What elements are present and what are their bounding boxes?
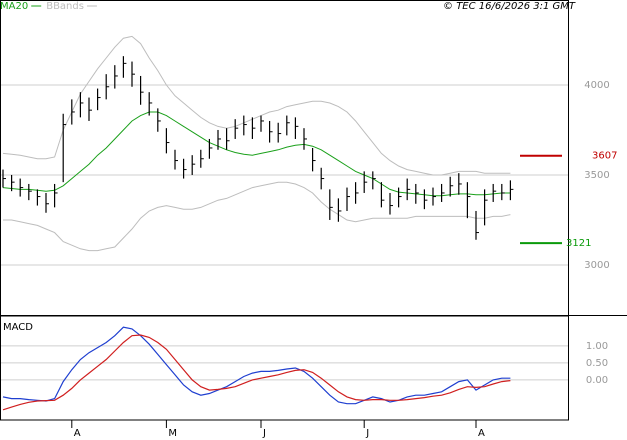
x-tick-label: M [168,428,177,439]
y-tick-label: 4000 [584,80,609,91]
x-tick-label: J [365,428,369,439]
legend-label: BBands [46,1,84,12]
macd-line [2,334,511,411]
source: © TEC 16/6/2026 3:1 GMT [443,1,576,12]
y-tick-label: 3000 [584,260,609,271]
y-tick-label: 0.50 [586,358,608,369]
y-tick-label: 0.00 [586,375,608,386]
level-label: 3607 [592,151,617,162]
x-tick-label: A [74,428,81,439]
x-tick-label: A [478,428,485,439]
macd-panel [0,315,569,421]
x-tick-label: J [262,428,266,439]
macd-title: MACD [3,322,33,333]
bband-lower [3,181,511,252]
macd-line [2,326,511,405]
legend-label: MA20 [0,1,28,12]
bband-upper [2,35,511,176]
y-tick-label: 1.00 [586,341,608,352]
ma-line [2,111,511,197]
y-tick-label: 3500 [584,170,609,181]
price-panel [0,0,569,316]
level-label: 3121 [566,238,591,249]
